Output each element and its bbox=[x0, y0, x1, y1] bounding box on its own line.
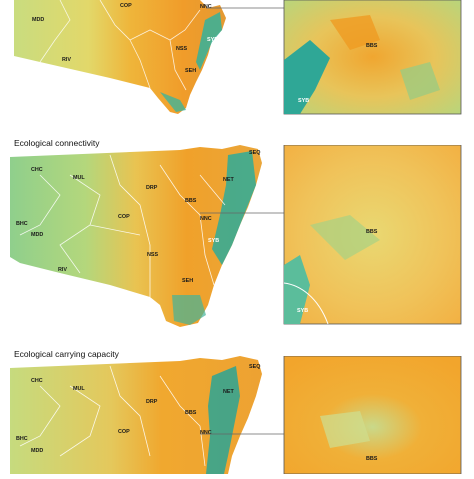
region-label: NNC bbox=[200, 4, 212, 10]
coastal-green-strip bbox=[206, 366, 240, 474]
region-label: COP bbox=[120, 3, 132, 9]
nsw-map-shape bbox=[10, 356, 262, 474]
region-label: RIV bbox=[62, 57, 71, 63]
region-label: CHC bbox=[31, 378, 43, 384]
region-label: NET bbox=[223, 389, 234, 395]
inset-region-label: BBS bbox=[366, 43, 378, 49]
region-label: NSS bbox=[176, 46, 187, 52]
panel-2: SEQ CHC MUL NET DRP BBS COP NNC BHC MDD … bbox=[0, 144, 474, 330]
inset-green-area bbox=[284, 255, 310, 324]
map-panel-1: MDD COP NNC NSS SYB RIV SEH BBS SYB bbox=[14, 0, 462, 115]
region-label: NNC bbox=[200, 216, 212, 222]
region-label: SEH bbox=[185, 68, 196, 74]
nsw-map-shape bbox=[14, 0, 226, 114]
region-label: SEQ bbox=[249, 364, 260, 370]
region-label: SYB bbox=[208, 238, 219, 244]
map-panel-2: SEQ CHC MUL NET DRP BBS COP NNC BHC MDD … bbox=[10, 144, 462, 327]
inset-blue-line bbox=[283, 282, 329, 325]
panel-title: Ecological carrying capacity bbox=[14, 349, 119, 359]
panel-3: SEQ CHC MUL NET DRP BBS BHC NNC MDD COP … bbox=[0, 355, 474, 475]
region-label: SEQ bbox=[249, 150, 260, 156]
region-label: CHC bbox=[31, 167, 43, 173]
region-label: BHC bbox=[16, 221, 28, 227]
inset-region-label: BBS bbox=[366, 456, 378, 462]
region-label: MDD bbox=[31, 232, 43, 238]
inset-light-patch bbox=[310, 215, 380, 260]
region-label: DRP bbox=[146, 185, 158, 191]
region-boundaries bbox=[19, 154, 226, 297]
region-label: DRP bbox=[146, 399, 158, 405]
region-boundaries bbox=[39, 0, 201, 91]
inset-region-label: SYB bbox=[297, 308, 308, 314]
region-boundaries bbox=[19, 365, 206, 467]
inset-orange-patch bbox=[330, 15, 380, 50]
region-label: SYB bbox=[207, 37, 218, 43]
panel-1: MDD COP NNC NSS SYB RIV SEH BBS SYB bbox=[0, 0, 474, 120]
southern-coast-green bbox=[160, 92, 186, 112]
region-label: NET bbox=[223, 177, 234, 183]
inset-green-patch bbox=[400, 62, 440, 100]
inset-region-label: SYB bbox=[298, 98, 309, 104]
inset-region-label: BBS bbox=[366, 229, 378, 235]
southern-coast-green bbox=[172, 295, 206, 325]
region-label: NNC bbox=[200, 430, 212, 436]
coastal-green-strip bbox=[196, 12, 222, 70]
panel-title: Ecological connectivity bbox=[14, 138, 100, 148]
region-label: SEH bbox=[182, 278, 193, 284]
inset-green-area bbox=[284, 40, 330, 114]
map-panel-3: SEQ CHC MUL NET DRP BBS BHC NNC MDD COP … bbox=[10, 355, 462, 475]
region-label: MUL bbox=[73, 386, 85, 392]
region-label: COP bbox=[118, 214, 130, 220]
region-label: NSS bbox=[147, 252, 158, 258]
region-label: COP bbox=[118, 429, 130, 435]
region-label: BBS bbox=[185, 410, 197, 416]
region-label: BHC bbox=[16, 436, 28, 442]
region-label: MDD bbox=[32, 17, 44, 23]
region-label: BBS bbox=[185, 198, 197, 204]
nsw-map-shape bbox=[10, 145, 262, 327]
region-label: RIV bbox=[58, 267, 67, 273]
inset-light-patch bbox=[320, 411, 370, 448]
region-label: MDD bbox=[31, 448, 43, 454]
region-label: MUL bbox=[73, 175, 85, 181]
coastal-green-strip bbox=[212, 151, 256, 265]
